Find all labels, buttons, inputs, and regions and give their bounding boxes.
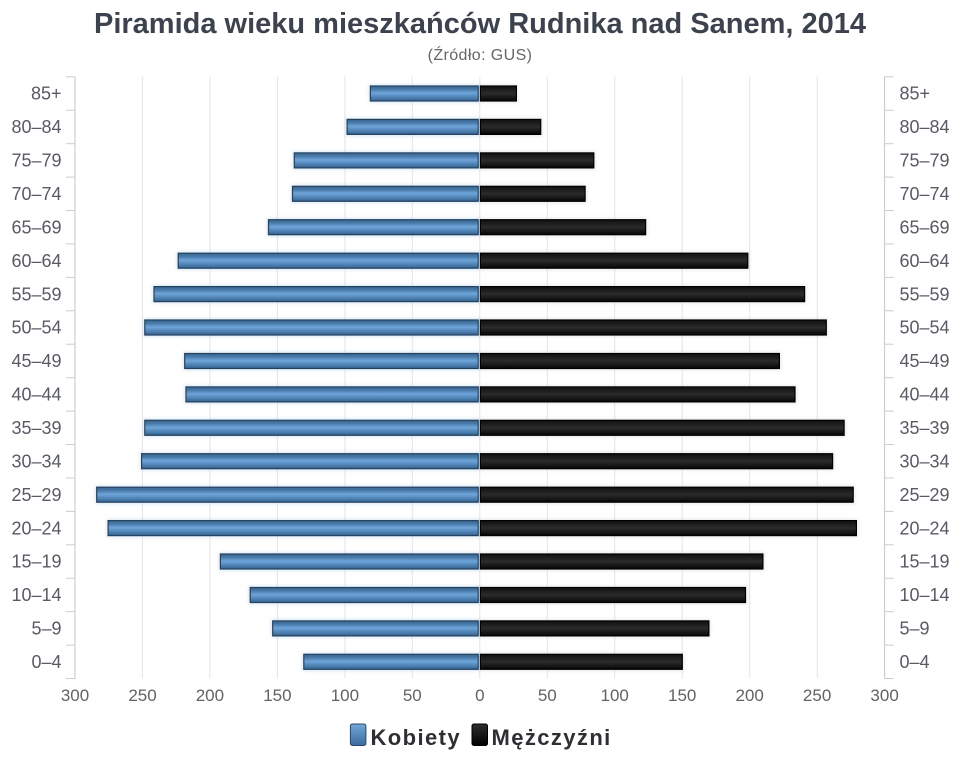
svg-text:10–14: 10–14	[900, 585, 950, 605]
svg-text:60–64: 60–64	[900, 251, 950, 271]
svg-text:150: 150	[263, 686, 291, 705]
svg-text:65–69: 65–69	[900, 217, 950, 237]
svg-text:50: 50	[403, 686, 422, 705]
svg-text:50–54: 50–54	[900, 318, 950, 338]
svg-text:45–49: 45–49	[11, 351, 61, 371]
svg-text:80–84: 80–84	[900, 117, 950, 137]
svg-text:70–74: 70–74	[900, 184, 950, 204]
svg-text:75–79: 75–79	[11, 151, 61, 171]
svg-text:25–29: 25–29	[11, 485, 61, 505]
svg-text:200: 200	[736, 686, 764, 705]
svg-text:85+: 85+	[31, 84, 62, 104]
svg-text:30–34: 30–34	[900, 451, 950, 471]
svg-text:10–14: 10–14	[11, 585, 61, 605]
svg-text:35–39: 35–39	[11, 418, 61, 438]
svg-text:300: 300	[870, 686, 898, 705]
svg-text:40–44: 40–44	[900, 385, 950, 405]
svg-text:5–9: 5–9	[900, 619, 930, 639]
svg-text:25–29: 25–29	[900, 485, 950, 505]
svg-text:100: 100	[601, 686, 629, 705]
svg-text:15–19: 15–19	[11, 552, 61, 572]
svg-text:85+: 85+	[900, 84, 931, 104]
svg-text:20–24: 20–24	[900, 518, 950, 538]
svg-text:40–44: 40–44	[11, 385, 61, 405]
svg-text:35–39: 35–39	[900, 418, 950, 438]
svg-text:80–84: 80–84	[11, 117, 61, 137]
svg-text:Mężczyźni: Mężczyźni	[492, 725, 612, 750]
svg-text:30–34: 30–34	[11, 451, 61, 471]
svg-text:20–24: 20–24	[11, 518, 61, 538]
svg-text:200: 200	[196, 686, 224, 705]
svg-text:55–59: 55–59	[11, 284, 61, 304]
svg-text:75–79: 75–79	[900, 151, 950, 171]
svg-text:0: 0	[475, 686, 484, 705]
svg-text:250: 250	[803, 686, 831, 705]
svg-text:0–4: 0–4	[900, 652, 930, 672]
svg-text:250: 250	[128, 686, 156, 705]
svg-text:300: 300	[61, 686, 89, 705]
svg-text:15–19: 15–19	[900, 552, 950, 572]
svg-text:55–59: 55–59	[900, 284, 950, 304]
svg-text:0–4: 0–4	[31, 652, 61, 672]
svg-text:Kobiety: Kobiety	[371, 725, 461, 750]
svg-text:5–9: 5–9	[31, 619, 61, 639]
svg-text:45–49: 45–49	[900, 351, 950, 371]
svg-text:50: 50	[538, 686, 557, 705]
svg-text:65–69: 65–69	[11, 217, 61, 237]
svg-text:150: 150	[668, 686, 696, 705]
svg-text:(Źródło: GUS): (Źródło: GUS)	[428, 45, 533, 64]
svg-text:50–54: 50–54	[11, 318, 61, 338]
svg-text:60–64: 60–64	[11, 251, 61, 271]
svg-text:100: 100	[331, 686, 359, 705]
svg-text:Piramida wieku mieszkańców Rud: Piramida wieku mieszkańców Rudnika nad S…	[94, 8, 866, 40]
svg-text:70–74: 70–74	[11, 184, 61, 204]
